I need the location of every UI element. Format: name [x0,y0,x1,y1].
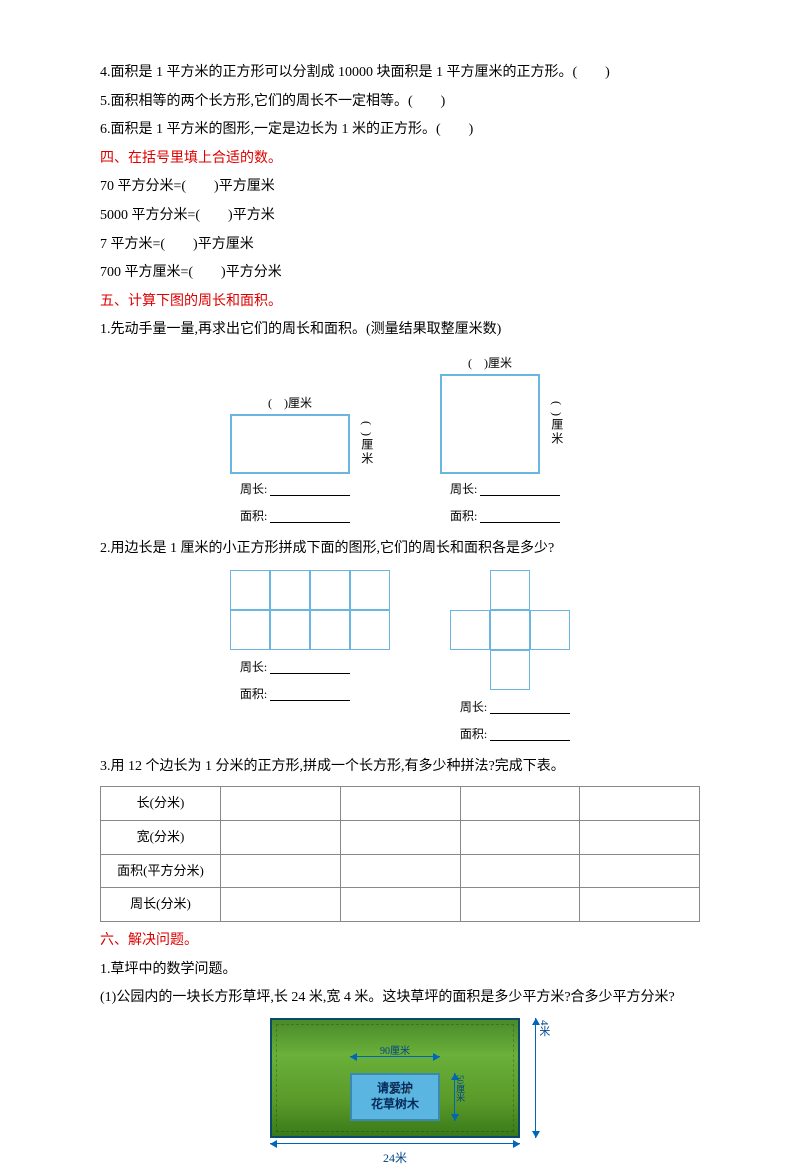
conversion-c: 7 平方米=( )平方厘米 [100,232,700,259]
area-blank-3[interactable] [270,689,350,701]
section-5-heading: 五、计算下图的周长和面积。 [100,289,700,316]
s6-q1a-text: (1)公园内的一块长方形草坪,长 24 米,宽 4 米。这块草坪的面积是多少平方… [100,985,700,1012]
rect1-top-label: ( )厘米 [230,392,350,415]
table-row-area: 面积(平方分米) [101,854,221,888]
s5-q3-text: 3.用 12 个边长为 1 分米的正方形,拼成一个长方形,有多少种拼法?完成下表… [100,754,700,781]
question-5: 5.面积相等的两个长方形,它们的周长不一定相等。( ) [100,89,700,116]
table-row-width: 宽(分米) [101,821,221,855]
area-label-4: 面积: [460,727,487,741]
lawn-width-text: 24米 [270,1147,520,1170]
question-4: 4.面积是 1 平方米的正方形可以分割成 10000 块面积是 1 平方厘米的正… [100,60,700,87]
area-blank-4[interactable] [490,729,570,741]
section-6-heading: 六、解决问题。 [100,928,700,955]
rect2-top-label: ( )厘米 [440,352,540,375]
arrangement-table: 长(分米) 宽(分米) 面积(平方分米) 周长(分米) [100,786,700,922]
lawn-width-dim: 24米 [270,1143,520,1144]
conversion-b: 5000 平方分米=( )平方米 [100,203,700,230]
page-footer: 2 / 4 [0,1079,800,1102]
rect1-right-label: ( )厘米 [355,421,378,466]
area-blank-2[interactable] [480,511,560,523]
conversion-d: 700 平方厘米=( )平方分米 [100,260,700,287]
area-blank-1[interactable] [270,511,350,523]
figure-tile-shapes: 周长: 面积: 周长: 面积: [100,570,700,746]
rectangle-shape-1 [230,414,350,474]
table-row-perimeter: 周长(分米) [101,888,221,922]
perimeter-label-2: 周长: [450,482,477,496]
lawn-height-dim: 4米 [525,1018,545,1138]
s5-q2-text: 2.用边长是 1 厘米的小正方形拼成下面的图形,它们的周长和面积各是多少? [100,536,700,563]
square-shape-2 [440,374,540,474]
sign-width-dim: 90厘米 [350,1056,440,1057]
area-label-1: 面积: [240,509,267,523]
sign-width-text: 90厘米 [350,1042,440,1061]
perimeter-label-1: 周长: [240,482,267,496]
area-label-2: 面积: [450,509,477,523]
lawn-height-text: 4米 [533,1018,554,1138]
area-label-3: 面积: [240,687,267,701]
perimeter-blank-1[interactable] [270,484,350,496]
section-4-heading: 四、在括号里填上合适的数。 [100,146,700,173]
figure-measure-rects: ( )厘米 ( )厘米 周长: 面积: ( )厘米 ( )厘米 周长: 面积: [100,352,700,528]
conversion-a: 70 平方分米=( )平方厘米 [100,174,700,201]
perimeter-blank-2[interactable] [480,484,560,496]
table-row-length: 长(分米) [101,787,221,821]
grid-4x2-shape [230,570,390,650]
perimeter-blank-3[interactable] [270,662,350,674]
s5-q1-text: 1.先动手量一量,再求出它们的周长和面积。(测量结果取整厘米数) [100,317,700,344]
perimeter-label-4: 周长: [460,700,487,714]
plus-shape [450,570,570,690]
rect2-right-label: ( )厘米 [545,401,568,446]
perimeter-blank-4[interactable] [490,702,570,714]
perimeter-label-3: 周长: [240,660,267,674]
s6-q1-text: 1.草坪中的数学问题。 [100,957,700,984]
question-6: 6.面积是 1 平方米的图形,一定是边长为 1 米的正方形。( ) [100,117,700,144]
